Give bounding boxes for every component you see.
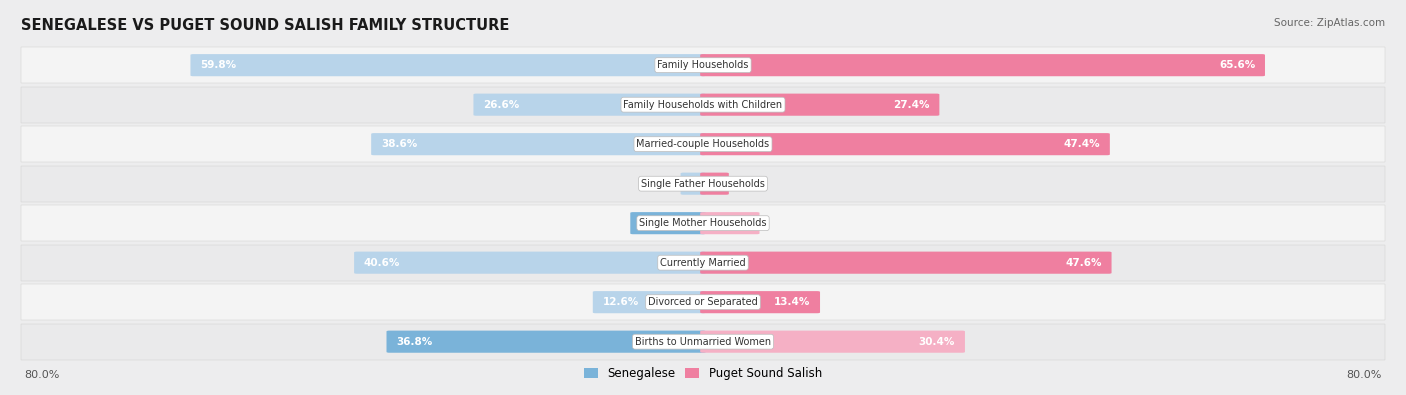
Text: 8.2%: 8.2% xyxy=(640,218,669,228)
Text: SENEGALESE VS PUGET SOUND SALISH FAMILY STRUCTURE: SENEGALESE VS PUGET SOUND SALISH FAMILY … xyxy=(21,18,509,33)
FancyBboxPatch shape xyxy=(371,133,706,155)
FancyBboxPatch shape xyxy=(700,173,728,195)
Text: Divorced or Separated: Divorced or Separated xyxy=(648,297,758,307)
Text: 12.6%: 12.6% xyxy=(603,297,638,307)
Text: 2.7%: 2.7% xyxy=(733,179,762,189)
Text: 26.6%: 26.6% xyxy=(484,100,520,110)
Text: 13.4%: 13.4% xyxy=(773,297,810,307)
FancyBboxPatch shape xyxy=(700,331,965,353)
Bar xyxy=(21,205,1385,241)
Text: 38.6%: 38.6% xyxy=(381,139,418,149)
Text: 80.0%: 80.0% xyxy=(1347,370,1382,380)
Text: 6.3%: 6.3% xyxy=(721,218,749,228)
Bar xyxy=(21,87,1385,123)
Text: Single Father Households: Single Father Households xyxy=(641,179,765,189)
Bar xyxy=(21,245,1385,281)
Text: 65.6%: 65.6% xyxy=(1219,60,1256,70)
FancyBboxPatch shape xyxy=(700,212,759,234)
FancyBboxPatch shape xyxy=(700,291,820,313)
Text: Births to Unmarried Women: Births to Unmarried Women xyxy=(636,337,770,347)
Text: Source: ZipAtlas.com: Source: ZipAtlas.com xyxy=(1274,18,1385,28)
Text: 36.8%: 36.8% xyxy=(396,337,433,347)
FancyBboxPatch shape xyxy=(354,252,706,274)
Text: 2.3%: 2.3% xyxy=(647,179,676,189)
FancyBboxPatch shape xyxy=(630,212,706,234)
Bar xyxy=(21,166,1385,202)
FancyBboxPatch shape xyxy=(700,252,1112,274)
Text: Married-couple Households: Married-couple Households xyxy=(637,139,769,149)
Bar xyxy=(21,126,1385,162)
FancyBboxPatch shape xyxy=(700,54,1265,76)
Legend: Senegalese, Puget Sound Salish: Senegalese, Puget Sound Salish xyxy=(579,363,827,385)
Text: Family Households: Family Households xyxy=(658,60,748,70)
FancyBboxPatch shape xyxy=(700,94,939,116)
Text: Family Households with Children: Family Households with Children xyxy=(623,100,783,110)
FancyBboxPatch shape xyxy=(593,291,706,313)
Text: 59.8%: 59.8% xyxy=(200,60,236,70)
FancyBboxPatch shape xyxy=(190,54,706,76)
Text: 80.0%: 80.0% xyxy=(24,370,59,380)
Text: 47.4%: 47.4% xyxy=(1063,139,1099,149)
Bar xyxy=(21,324,1385,360)
Text: 30.4%: 30.4% xyxy=(918,337,955,347)
Bar xyxy=(21,284,1385,320)
Text: Currently Married: Currently Married xyxy=(661,258,745,268)
Bar xyxy=(21,47,1385,83)
FancyBboxPatch shape xyxy=(700,133,1109,155)
Text: Single Mother Households: Single Mother Households xyxy=(640,218,766,228)
FancyBboxPatch shape xyxy=(387,331,706,353)
FancyBboxPatch shape xyxy=(681,173,706,195)
Text: 47.6%: 47.6% xyxy=(1066,258,1102,268)
FancyBboxPatch shape xyxy=(474,94,706,116)
Text: 27.4%: 27.4% xyxy=(893,100,929,110)
Text: 40.6%: 40.6% xyxy=(364,258,401,268)
